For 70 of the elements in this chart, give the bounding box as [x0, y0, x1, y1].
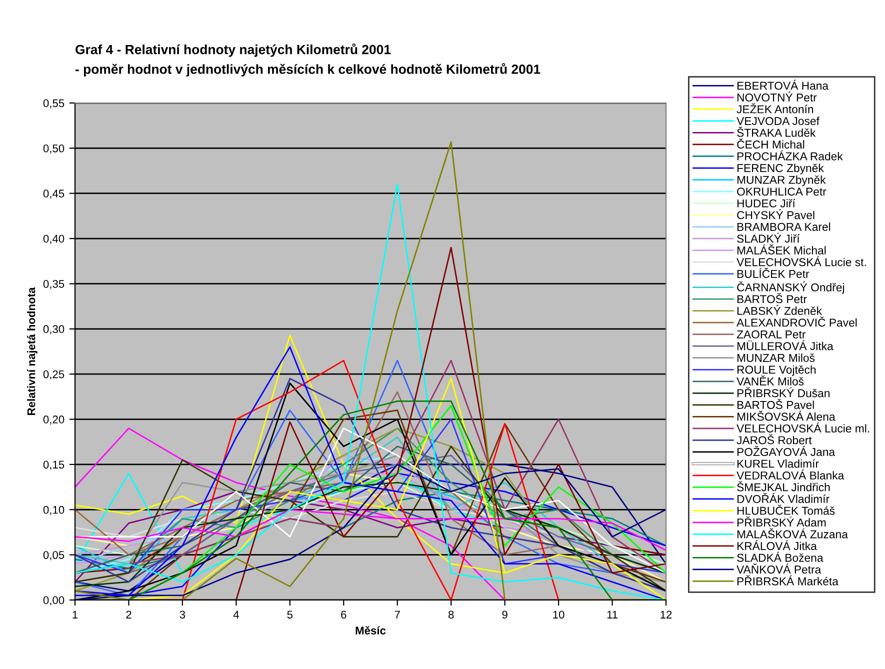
legend-label: ROULE Vojtěch: [737, 365, 816, 376]
x-tick-label: 6: [341, 610, 346, 619]
chart-title: Graf 4 - Relativní hodnoty najetých Kilometrů 2001 - poměr hodnot v jednotlivých měsících k celkové hodnotě Kilometrů 2001: [76, 43, 540, 77]
legend-label: SLADKÁ Božena: [737, 552, 824, 562]
x-tick-label: 7: [394, 610, 400, 618]
x-tick-label: 2: [126, 610, 132, 618]
legend-label: ČECH Michal: [737, 138, 804, 149]
legend-label: JAROŠ Robert: [736, 434, 812, 444]
legend-label: JEŽEK Antonín: [736, 103, 814, 114]
y-tick-label: 0,35: [43, 280, 64, 290]
legend-label: VEDRALOVÁ Blanka: [736, 470, 844, 480]
legend-label: MÜLLEROVÁ Jitka: [737, 340, 834, 350]
legend-label: BRAMBORA Karel: [737, 222, 830, 231]
legend-label: LABSKÝ Zdeněk: [737, 304, 822, 315]
y-tick-label: 0,30: [43, 325, 64, 334]
legend-label: PROCHÁZKA Radek: [737, 150, 843, 160]
legend-label: BARTOŠ Pavel: [737, 398, 814, 409]
x-tick-label: 11: [607, 610, 618, 618]
legend-label: OKRUHLICA Petr: [737, 188, 826, 196]
legend-label: DVOŘÁK Vladimír: [737, 492, 830, 504]
legend-label: HUDEC Jiří: [737, 198, 796, 208]
x-tick-label: 9: [502, 610, 508, 619]
legend-label: PŘIBRSKÝ Dušan: [737, 387, 830, 398]
legend-label: MUNZAR Miloš: [737, 354, 815, 362]
y-tick-label: 0,50: [43, 144, 64, 154]
legend-label: MUNZAR Zbyněk: [737, 176, 826, 186]
legend-label: ZAORAL Petr: [736, 330, 806, 338]
legend-label: POŽGAYOVÁ Jana: [737, 446, 836, 456]
legend-label: ŠTRAKA Luděk: [737, 126, 816, 137]
legend-label: ČARNANSKÝ Ondřej: [737, 281, 844, 294]
y-tick-label: 0,00: [43, 596, 64, 606]
y-tick-label: 0,20: [43, 416, 64, 425]
x-tick-label: 5: [287, 610, 293, 619]
y-tick-label: 0,40: [43, 234, 64, 244]
x-tick-label: 10: [553, 610, 564, 619]
legend-label: VEJVODA Josef: [736, 116, 820, 126]
y-tick-label: 0,05: [43, 551, 64, 560]
legend-label: MALÁŠEK Michal: [737, 244, 826, 254]
legend-label: VELECHOVSKÁ Lucie ml.: [736, 422, 870, 433]
y-tick-label: 0,45: [43, 190, 64, 199]
x-tick-label: 4: [233, 610, 239, 618]
legend-label: BARTOŠ Petr: [737, 293, 807, 304]
legend-label: ŠMEJKAL Jindřich: [737, 481, 830, 492]
x-tick-label: 12: [660, 610, 672, 618]
legend-label: KRÁLOVÁ Jitka: [737, 540, 817, 550]
legend-label: VANĚK Miloš: [736, 375, 804, 386]
x-tick-label: 8: [448, 610, 454, 619]
y-tick-label: 0,25: [43, 370, 64, 380]
x-tick-label: 3: [180, 610, 186, 619]
y-axis-title: Relativní najetá hodnota: [26, 287, 38, 415]
legend-label: ALEXANDROVIČ Pavel: [736, 316, 857, 327]
legend-label: VAŇKOVÁ Petra: [736, 564, 822, 574]
x-axis-title: Měsíc: [356, 626, 386, 634]
legend-label: KUREL Vladimír: [737, 459, 819, 468]
legend-label: HLUBUČEK Tomáš: [737, 504, 835, 515]
y-tick-label: 0,55: [43, 99, 64, 108]
legend-label: FERENC Zbyněk: [737, 164, 824, 174]
legend-label: NOVOTNÝ Petr: [737, 92, 817, 102]
y-tick-label: 0,10: [43, 506, 64, 516]
legend-label: CHYSKÝ Pavel: [737, 209, 814, 220]
legend-label: VELECHOVSKÁ Lucie st.: [736, 256, 866, 266]
legend-label: MIKŠOVSKÁ Alena: [737, 410, 836, 421]
legend-label: PŘIBRSKÁ Markéta: [737, 575, 838, 586]
legend-label: MALAŠKOVÁ Zuzana: [737, 528, 848, 538]
y-tick-label: 0,15: [43, 460, 64, 470]
legend-label: SLADKÝ Jiří: [737, 232, 800, 243]
legend-label: BULÍČEK Petr: [737, 268, 810, 278]
x-tick-label: 1: [72, 610, 78, 618]
legend-label: EBERTOVÁ Hana: [737, 80, 829, 90]
legend-label: PŘIBRSKÝ Adam: [737, 516, 826, 527]
